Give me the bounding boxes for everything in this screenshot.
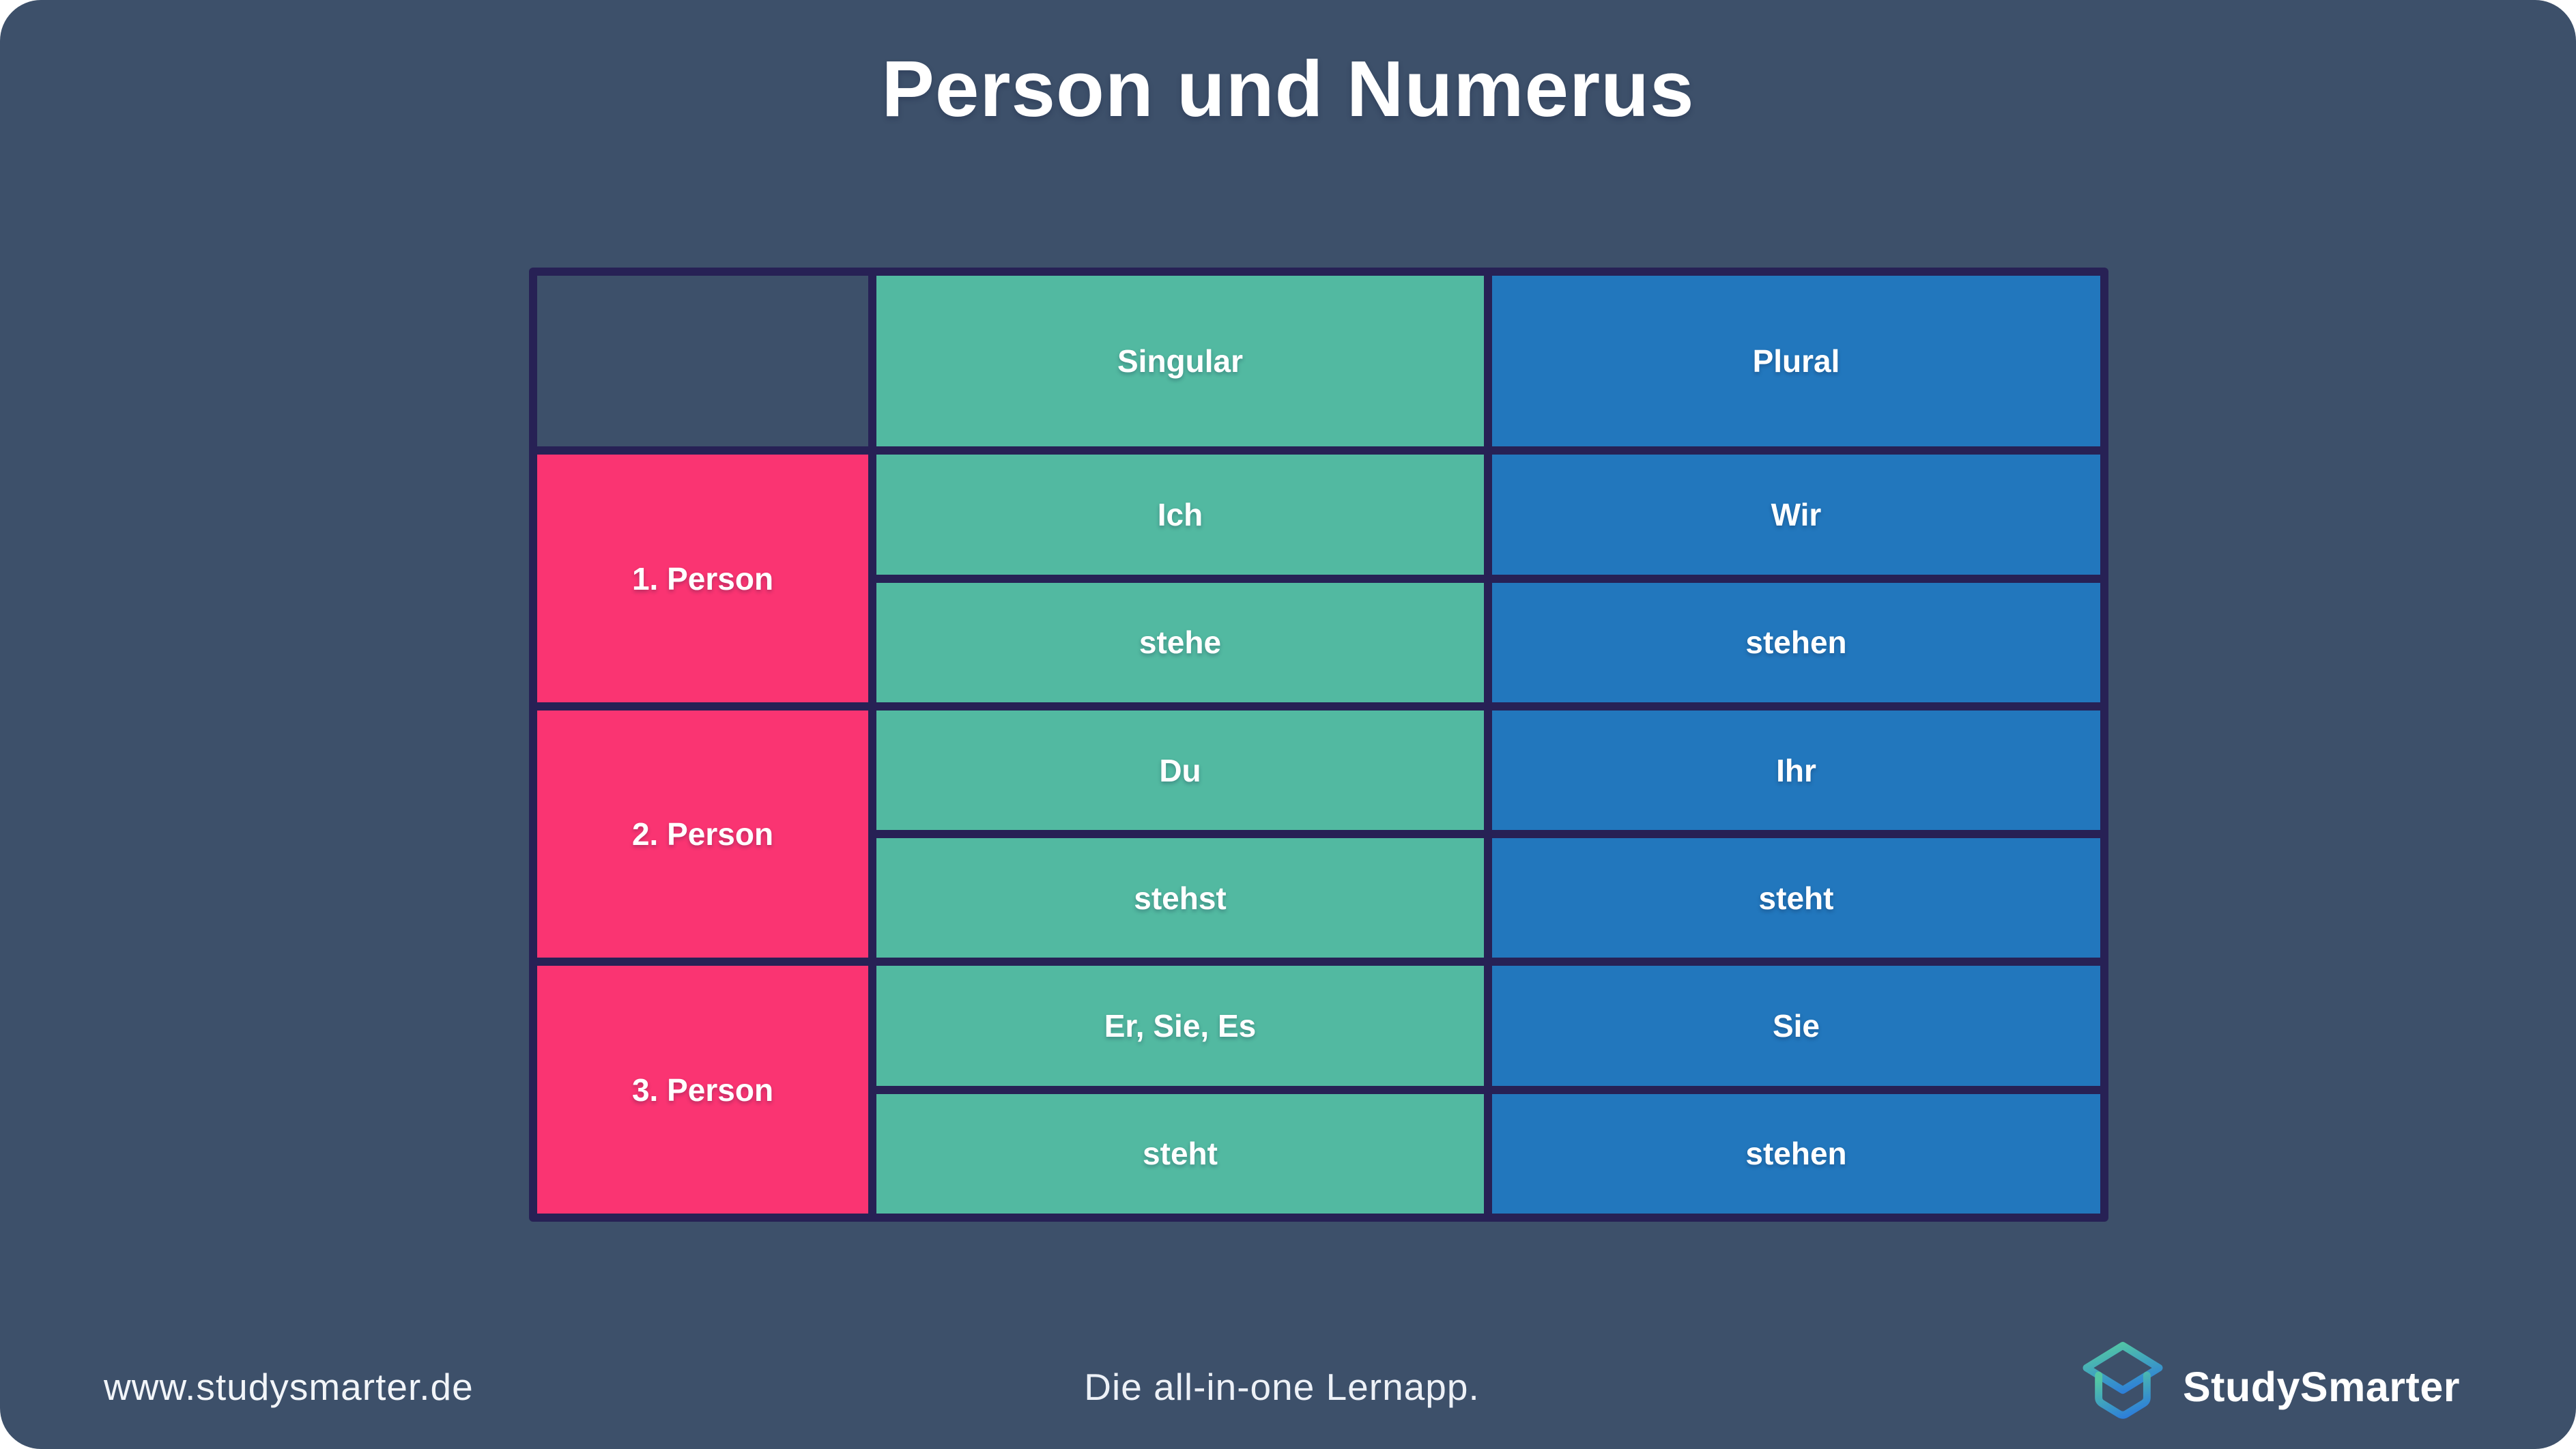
cell-person3-plural-pronoun: Sie	[1492, 966, 2100, 1086]
cell-person1-singular-pronoun: Ich	[876, 455, 1484, 575]
brand-logo: StudySmarter	[2076, 1339, 2460, 1435]
corner-cell	[537, 276, 868, 447]
footer: www.studysmarter.de Die all-in-one Lerna…	[104, 1339, 2460, 1435]
cell-person1-plural-pronoun: Wir	[1492, 455, 2100, 575]
cell-person1-singular-verb: stehe	[876, 582, 1484, 702]
row-header-person-1: 1. Person	[537, 455, 868, 702]
cell-person2-plural-verb: steht	[1492, 838, 2100, 958]
column-header-plural: Plural	[1492, 276, 2100, 447]
cell-person2-singular-verb: stehst	[876, 838, 1484, 958]
cell-person1-plural-verb: stehen	[1492, 582, 2100, 702]
row-header-person-3: 3. Person	[537, 966, 868, 1214]
brand-cube-icon	[2076, 1339, 2169, 1435]
cell-person2-singular-pronoun: Du	[876, 710, 1484, 831]
footer-tagline: Die all-in-one Lernapp.	[1084, 1366, 1480, 1408]
cell-person3-singular-verb: steht	[876, 1093, 1484, 1214]
cell-person3-singular-pronoun: Er, Sie, Es	[876, 966, 1484, 1086]
cell-person3-plural-verb: stehen	[1492, 1093, 2100, 1214]
column-header-singular: Singular	[876, 276, 1484, 447]
conjugation-table: Singular Plural 1. Person Ich Wir stehe …	[529, 268, 2108, 1222]
cell-person2-plural-pronoun: Ihr	[1492, 710, 2100, 831]
brand-name: StudySmarter	[2182, 1364, 2460, 1410]
row-header-person-2: 2. Person	[537, 710, 868, 958]
page-title: Person und Numerus	[881, 44, 1695, 133]
footer-website-url: www.studysmarter.de	[104, 1366, 474, 1408]
